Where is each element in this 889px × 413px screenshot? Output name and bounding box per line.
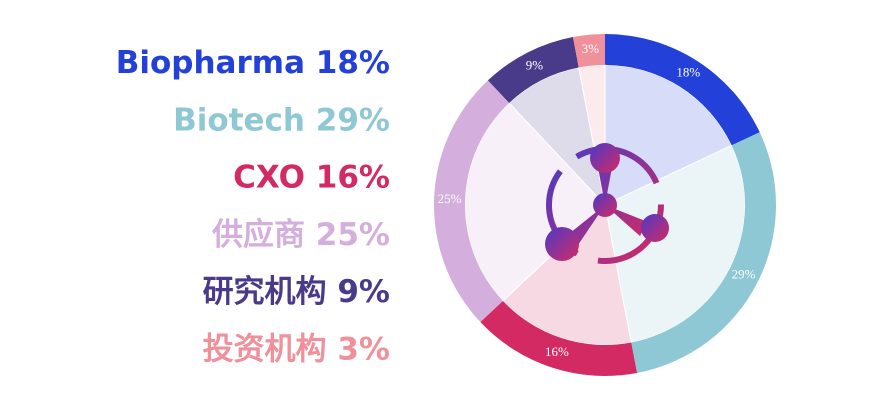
legend-name: CXO (233, 159, 305, 195)
legend-entry: Biopharma 18% (116, 45, 390, 81)
slice-inner (604, 64, 733, 206)
legend-entry: 供应商 25% (211, 216, 390, 252)
center-logo (545, 143, 669, 264)
slice-inner (502, 204, 632, 346)
legend-name: 投资机构 (203, 331, 327, 367)
slice (434, 80, 510, 323)
legend-value: 29% (316, 102, 390, 138)
slice-label: 3% (582, 41, 600, 56)
legend-name: Biopharma (116, 45, 305, 81)
legend-value: 18% (316, 45, 390, 81)
legend-value: 25% (316, 216, 390, 252)
slice (605, 34, 760, 146)
legend-entry: Biotech 29% (173, 102, 390, 138)
slice-label: 16% (545, 344, 569, 359)
slice (572, 34, 605, 68)
legend-name: Biotech (173, 102, 305, 138)
legend-entry: 投资机构 3% (203, 331, 390, 367)
legend: Biopharma 18% Biotech 29% CXO 16% 供应商 25% 研究… (116, 45, 390, 368)
legend-value: 3% (337, 331, 390, 367)
slice (631, 132, 776, 373)
legend-value: 16% (316, 159, 390, 195)
slice (487, 37, 579, 103)
slice-label: 25% (438, 191, 462, 206)
legend-value: 9% (337, 274, 390, 310)
legend-name: 供应商 (211, 216, 305, 252)
slice-label: 9% (526, 57, 544, 72)
donut: 18% 29% 16% 25% 9% 3% (434, 34, 776, 376)
legend-entry: 研究机构 9% (203, 274, 390, 310)
legend-name: 研究机构 (203, 274, 327, 310)
slice-label: 29% (732, 267, 756, 282)
legend-entry: CXO 16% (233, 159, 390, 195)
slice-inner (464, 102, 606, 302)
slice (480, 300, 638, 376)
slice-label: 18% (676, 65, 700, 80)
slice-inner (508, 66, 606, 207)
